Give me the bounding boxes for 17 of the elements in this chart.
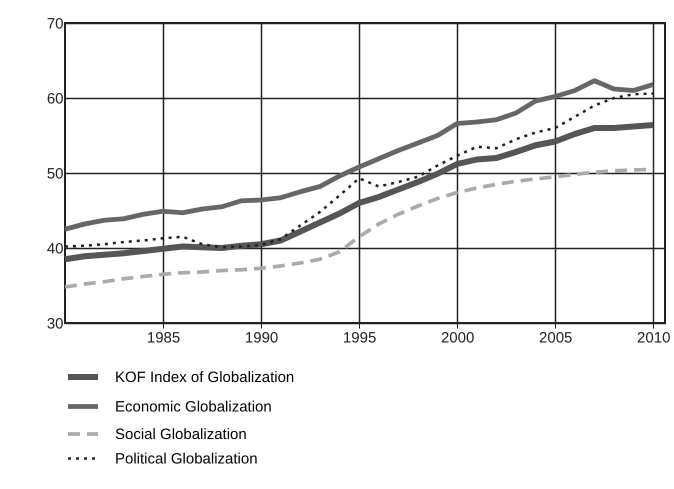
x-tick-label: 2010	[637, 330, 670, 346]
legend-label: Political Globalization	[115, 450, 258, 468]
y-tick-label: 60	[46, 90, 64, 108]
y-tick-label: 50	[46, 166, 64, 182]
line-series	[63, 167, 656, 289]
x-tick-label: 1995	[342, 330, 376, 346]
legend-label: Economic Globalization	[115, 398, 272, 416]
x-tick-label: 2000	[440, 330, 474, 346]
x-tick-label: 1990	[244, 330, 278, 346]
y-tick-label: 40	[46, 240, 64, 258]
line-series	[62, 78, 656, 232]
legend-label: KOF Index of Globalization	[115, 369, 294, 386]
y-tick-label: 30	[46, 316, 64, 332]
x-tick-label: 1985	[146, 330, 180, 346]
x-tick-label: 2005	[539, 330, 572, 346]
y-tick-label: 70	[46, 16, 64, 32]
legend-label: Social Globalization	[115, 426, 247, 443]
